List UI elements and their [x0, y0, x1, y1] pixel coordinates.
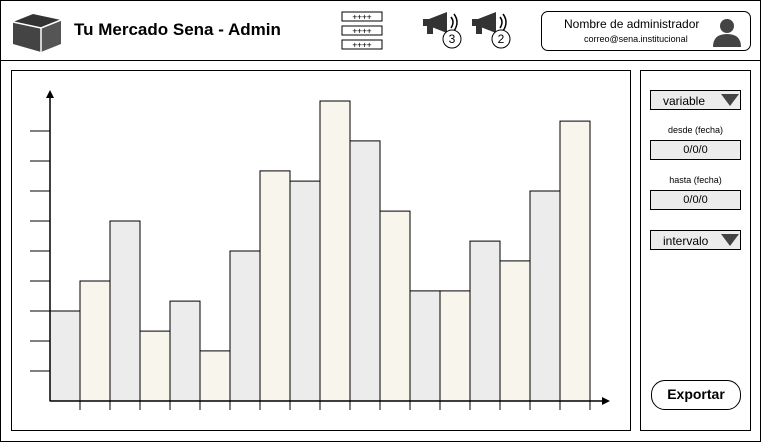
chart-bar [259, 170, 291, 402]
admin-profile-card[interactable]: Nombre de administrador correo@sena.inst… [541, 11, 751, 51]
user-avatar-icon [713, 19, 741, 47]
notifications-button-2[interactable]: 2 [470, 9, 514, 51]
chart-bar [169, 300, 201, 402]
variable-select[interactable]: variable [650, 90, 741, 110]
hasta-label: hasta (fecha) [669, 175, 722, 185]
chart-bar [529, 190, 561, 402]
chart-bar [79, 280, 111, 402]
x-axis-arrow [602, 397, 610, 405]
chart-bar [289, 180, 321, 402]
box-logo-icon [12, 14, 62, 52]
desde-label: desde (fecha) [667, 125, 724, 135]
app-title: Tu Mercado Sena - Admin [74, 20, 281, 39]
chart-bar [409, 290, 441, 402]
chart-bar [559, 120, 591, 402]
admin-email: correo@sena.institucional [584, 34, 688, 44]
chart-bar [469, 240, 501, 402]
chart-bar [229, 250, 261, 402]
notifications-button-1[interactable]: 3 [421, 9, 465, 51]
chart-bar [379, 210, 411, 402]
notification-count-badge: 3 [448, 32, 456, 46]
notification-count-badge: 2 [497, 32, 505, 46]
desde-date-field[interactable]: 0/0/0 [650, 140, 741, 160]
chart-bar [319, 100, 351, 402]
megaphone-icon [472, 12, 511, 49]
chart-bar [499, 260, 531, 402]
variable-select-label: variable [663, 94, 706, 108]
chart-bar [49, 310, 81, 402]
chart-bar [139, 330, 171, 402]
app-header: Tu Mercado Sena - Admin ++++ ++++ ++++ 3… [0, 0, 761, 61]
chart-bar [109, 220, 141, 402]
chart-bar [439, 290, 471, 402]
intervalo-select[interactable]: intervalo [650, 230, 741, 250]
svg-text:++++: ++++ [352, 27, 371, 36]
bar-chart [30, 90, 610, 410]
chevron-down-icon [720, 91, 740, 109]
svg-text:++++: ++++ [352, 13, 371, 22]
admin-name: Nombre de administrador [564, 17, 700, 31]
chart-bar [349, 140, 381, 402]
filter-panel [640, 70, 751, 431]
y-axis-arrow [46, 90, 54, 98]
server-menu-icon[interactable]: ++++ ++++ ++++ [341, 11, 383, 51]
intervalo-select-label: intervalo [663, 234, 709, 248]
export-button[interactable]: Exportar [651, 380, 741, 410]
chevron-down-icon [720, 231, 740, 249]
svg-text:++++: ++++ [352, 41, 371, 50]
megaphone-icon [423, 12, 462, 49]
chart-bar [199, 350, 231, 402]
hasta-date-field[interactable]: 0/0/0 [650, 190, 741, 210]
